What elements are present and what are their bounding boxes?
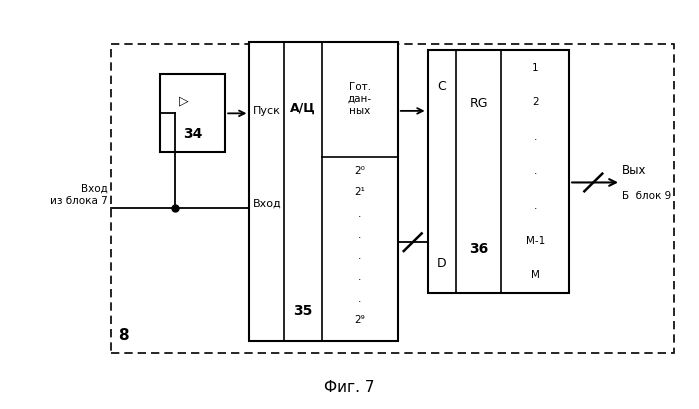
Text: 2¹: 2¹	[354, 187, 366, 197]
Text: M: M	[531, 270, 540, 280]
Text: Вход: Вход	[252, 198, 281, 209]
Text: .: .	[359, 251, 361, 261]
Text: .: .	[359, 272, 361, 283]
Text: .: .	[533, 166, 537, 176]
FancyBboxPatch shape	[159, 74, 225, 153]
Text: Б  блок 9: Б блок 9	[622, 191, 672, 202]
Text: .: .	[359, 230, 361, 240]
Text: 2⁰: 2⁰	[354, 166, 366, 176]
Text: Фиг. 7: Фиг. 7	[324, 380, 375, 395]
Text: .: .	[359, 209, 361, 218]
Text: D: D	[437, 257, 447, 270]
Text: 34: 34	[182, 127, 202, 141]
Text: Пуск: Пуск	[253, 106, 281, 116]
Text: Гот.
дан-
ных: Гот. дан- ных	[348, 81, 372, 116]
Text: ▷: ▷	[179, 94, 189, 107]
Text: RG: RG	[469, 97, 488, 110]
Text: 8: 8	[118, 328, 129, 343]
Text: M-1: M-1	[526, 236, 545, 246]
Text: 2: 2	[532, 97, 538, 107]
Text: .: .	[533, 201, 537, 211]
Text: Вход
из блока 7: Вход из блока 7	[50, 184, 108, 206]
Text: А/Ц: А/Ц	[290, 101, 316, 115]
Text: 1: 1	[532, 63, 538, 72]
Text: 36: 36	[469, 242, 488, 256]
FancyBboxPatch shape	[111, 44, 674, 353]
Text: C: C	[438, 80, 446, 93]
Text: .: .	[533, 132, 537, 142]
Text: 2⁹: 2⁹	[354, 315, 366, 325]
FancyBboxPatch shape	[250, 42, 398, 341]
FancyBboxPatch shape	[428, 50, 569, 293]
Text: Вых: Вых	[622, 164, 647, 177]
Text: .: .	[359, 294, 361, 304]
Text: 35: 35	[294, 304, 313, 318]
